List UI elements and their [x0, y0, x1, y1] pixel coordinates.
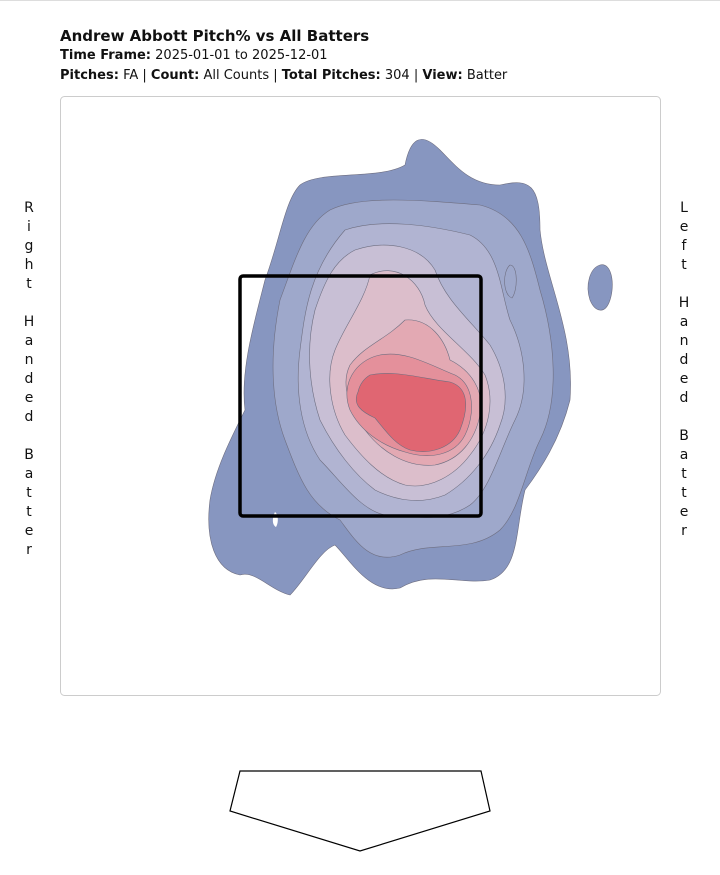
header: Andrew Abbott Pitch% vs All Batters Time…: [60, 26, 507, 86]
contour: [355, 373, 467, 452]
separator: |: [413, 68, 419, 83]
label: Total Pitches:: [281, 68, 381, 83]
label: Count:: [150, 68, 200, 83]
title: Andrew Abbott Pitch% vs All Batters: [60, 27, 370, 45]
value: Batter: [466, 68, 508, 83]
label: Time Frame:: [60, 48, 152, 63]
home-plate: [229, 770, 491, 852]
time-frame: Time Frame: 2025-01-01 to 2025-12-01: [60, 46, 507, 66]
separator: |: [273, 68, 278, 83]
strike-zone: [238, 274, 483, 518]
value: All Counts: [203, 68, 270, 83]
value: 304: [384, 68, 410, 83]
label: View:: [422, 68, 463, 83]
value: 2025-01-01 to 2025-12-01: [155, 48, 328, 63]
filters: Pitches: FA | Count: All Counts | Total …: [60, 66, 507, 86]
label: Pitches:: [60, 68, 119, 83]
separator: |: [142, 68, 147, 83]
density: [208, 139, 613, 596]
contour: [587, 264, 613, 311]
plot-frame: [60, 96, 661, 696]
top-rule: [0, 0, 720, 1]
side-label: Left Handed Batter: [676, 200, 692, 542]
side-label: Right Handed Batter: [21, 200, 37, 561]
value: FA: [123, 68, 139, 83]
contour: [504, 264, 517, 299]
